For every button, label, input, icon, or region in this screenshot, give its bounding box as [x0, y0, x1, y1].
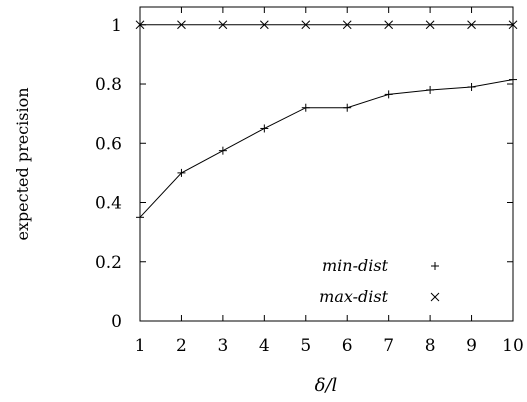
y-tick-label: 0.2	[95, 253, 122, 273]
x-tick-label: 8	[425, 336, 436, 356]
x-tick-label: 5	[300, 336, 311, 356]
x-tick-label: 3	[217, 336, 228, 356]
data-point-min-dist	[384, 90, 393, 99]
x-tick-label: 4	[259, 336, 270, 356]
legend-marker	[430, 292, 440, 302]
data-point-min-dist	[177, 168, 186, 177]
legend-marker-max-dist	[430, 292, 440, 302]
y-tick-label: 0	[111, 312, 122, 332]
data-point-max-dist	[425, 20, 435, 30]
x-axis-label: δ/l	[315, 375, 338, 396]
data-point-min-dist	[260, 124, 269, 133]
data-point-max-dist	[135, 20, 145, 30]
y-axis-label: expected precision	[13, 87, 32, 240]
y-tick-label: 0.8	[95, 75, 122, 95]
legend-label-min-dist: min-dist	[322, 256, 389, 275]
x-tick-label: 10	[502, 336, 524, 356]
legend-label-max-dist: max-dist	[319, 287, 388, 306]
plot-frame	[139, 6, 514, 322]
data-point-max-dist	[342, 20, 352, 30]
legend-marker-min-dist	[431, 262, 439, 270]
x-tick-label: 9	[466, 336, 477, 356]
data-point-max-dist	[218, 20, 228, 30]
x-tick-label: 1	[135, 336, 146, 356]
series-max-dist	[135, 20, 518, 30]
data-point-min-dist	[218, 146, 227, 155]
axis-tick-labels: 1 2 3 4 5 6 7 8 9 10 0 0.2 0.4 0.6 0.8 1	[95, 16, 524, 356]
data-point-max-dist	[508, 20, 518, 30]
data-point-max-dist	[177, 20, 186, 30]
x-tick-label: 2	[176, 336, 187, 356]
data-point-min-dist	[467, 82, 476, 91]
data-point-min-dist	[136, 213, 144, 222]
axis-ticks	[139, 7, 514, 322]
data-point-min-dist	[343, 103, 352, 112]
data-point-min-dist	[426, 85, 435, 94]
data-point-max-dist	[467, 20, 476, 30]
y-tick-label: 0.4	[95, 194, 122, 214]
legend-marker	[431, 262, 439, 270]
series-min-dist	[136, 75, 517, 222]
data-point-max-dist	[301, 20, 311, 30]
series-line-min-dist	[139, 79, 514, 218]
data-point-max-dist	[384, 20, 394, 30]
x-tick-label: 7	[383, 336, 394, 356]
data-point-min-dist	[301, 103, 310, 112]
y-tick-label: 0.6	[95, 134, 122, 154]
data-point-min-dist	[509, 75, 517, 84]
x-tick-label: 6	[342, 336, 353, 356]
legend: min-dist max-dist	[319, 256, 440, 306]
series-layer	[135, 20, 518, 222]
data-point-max-dist	[259, 20, 269, 30]
y-tick-label: 1	[111, 16, 122, 36]
